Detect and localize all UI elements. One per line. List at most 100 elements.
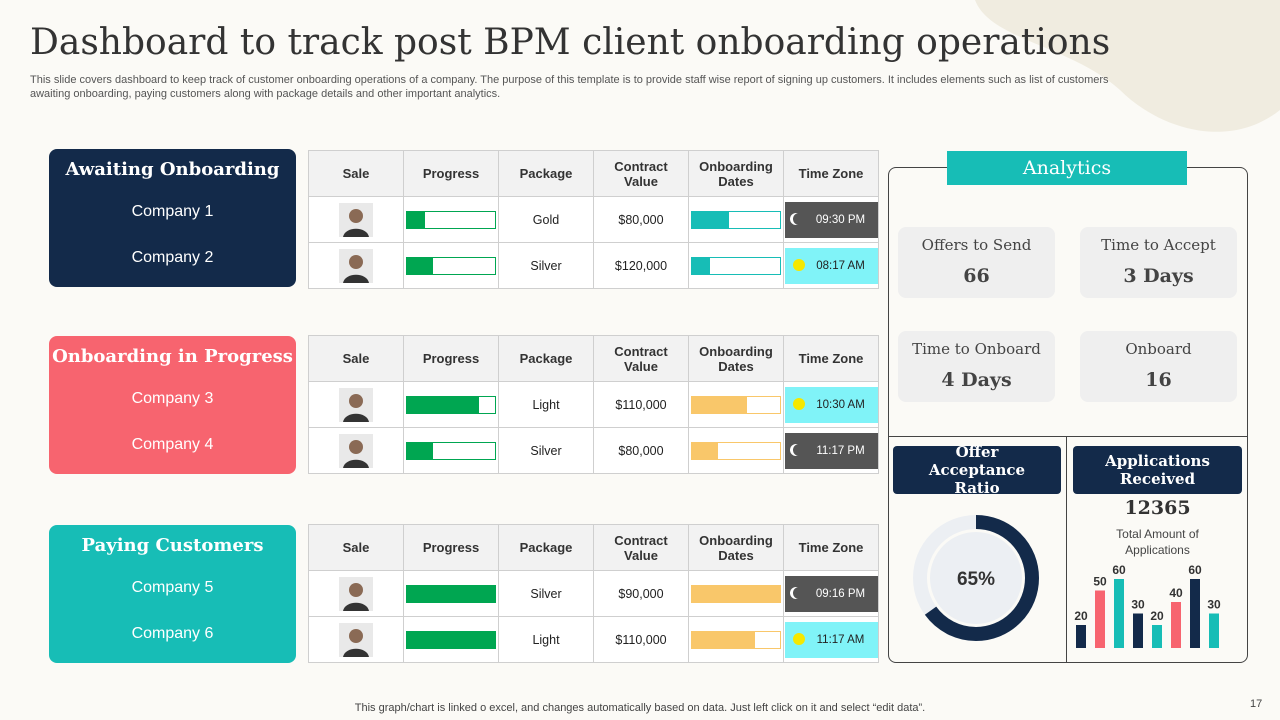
bar-track [691,631,781,649]
zone-icon [793,587,805,599]
header-cell: Onboarding Dates [688,150,784,197]
group-box: Paying Customers Company 5 Company 6 [49,525,296,663]
table-cell [308,427,404,474]
bar-track [406,257,496,275]
zone-icon [793,213,805,225]
kpi-value: 4 Days [941,369,1012,391]
time: 09:16 PM [815,588,866,600]
time-zone: 09:16 PM [785,576,878,612]
bar-label: 60 [1112,563,1126,577]
table-cell [403,616,499,663]
table-cell [688,616,784,663]
bar-label: 20 [1074,609,1088,623]
bar [1152,625,1162,648]
kpi-value: 16 [1145,369,1172,391]
bar-fill [407,212,425,228]
table-cell: $110,000 [593,616,689,663]
header-cell: Package [498,150,594,197]
table-cell [308,381,404,428]
table-cell: $80,000 [593,196,689,243]
avatar [339,433,373,468]
table-cell: 10:30 AM [783,381,879,428]
group-title: Awaiting Onboarding [65,159,280,180]
table-cell [308,616,404,663]
bar-fill [692,443,719,459]
bar-fill [407,397,480,413]
company: Company 5 [131,579,214,596]
bar [1209,613,1219,648]
table-cell [688,381,784,428]
kpi-label: Offers to Send [921,236,1032,254]
analytics-title: Analytics [947,151,1187,185]
contract-value: $110,000 [615,632,667,647]
avatar [339,387,373,422]
company: Company 4 [131,436,214,453]
kpi-card: Offers to Send 66 [898,227,1055,298]
table-cell [403,196,499,243]
bar-fill [407,443,434,459]
applications-total-label: Total Amount of Applications [1116,527,1199,557]
header-cell: Progress [403,524,499,571]
bar-fill [692,397,747,413]
header-cell: Onboarding Dates [688,524,784,571]
time-zone: 11:17 PM [785,433,878,469]
page-number: 17 [1250,698,1263,710]
bar-track [691,257,781,275]
bar-label: 50 [1093,575,1107,589]
group-box: Awaiting Onboarding Company 1 Company 2 [49,149,296,287]
divider [1066,436,1067,663]
header-cell: Time Zone [783,150,879,197]
package: Light [532,632,560,647]
header-cell: Package [498,335,594,382]
table-cell [688,196,784,243]
header-cell: Time Zone [783,335,879,382]
bar-track [691,396,781,414]
header-cell: Sale [308,150,404,197]
table-cell: Gold [498,196,594,243]
company: Company 3 [131,390,214,407]
bar-fill [692,586,780,602]
header-cell: Time Zone [783,524,879,571]
bar-label: 60 [1188,563,1202,577]
table-cell: $90,000 [593,570,689,617]
company: Company 6 [131,625,214,642]
avatar [339,576,373,611]
bar-fill [692,632,756,648]
table-cell: Light [498,381,594,428]
table-cell: Silver [498,242,594,289]
bar-fill [407,632,495,648]
avatar [339,248,373,283]
avatar [339,622,373,657]
bar [1076,625,1086,648]
kpi-card: Time to Accept 3 Days [1080,227,1237,298]
time: 11:17 PM [816,445,865,457]
package: Silver [530,443,562,458]
ratio-title: Offer Acceptance Ratio [893,443,1061,497]
table-cell: $80,000 [593,427,689,474]
header-cell: Package [498,524,594,571]
bar-track [691,585,781,603]
table-cell [308,242,404,289]
group-title: Paying Customers [81,535,264,556]
contract-value: $110,000 [615,397,667,412]
footer-note: This graph/chart is linked o excel, and … [354,702,926,714]
package: Silver [530,258,562,273]
contract-value: $80,000 [618,212,664,227]
table-cell: 08:17 AM [783,242,879,289]
package: Gold [532,212,560,227]
kpi-label: Time to Onboard [912,340,1041,358]
description: This slide covers dashboard to keep trac… [30,74,1109,100]
zone-icon [793,444,805,456]
table-cell [403,242,499,289]
contract-value: $90,000 [618,586,664,601]
table-cell [308,196,404,243]
bar-track [406,631,496,649]
time-zone: 08:17 AM [785,248,878,284]
kpi-card: Time to Onboard 4 Days [898,331,1055,402]
table-cell: Silver [498,427,594,474]
table-cell: $110,000 [593,381,689,428]
package: Silver [530,586,562,601]
avatar [339,202,373,237]
